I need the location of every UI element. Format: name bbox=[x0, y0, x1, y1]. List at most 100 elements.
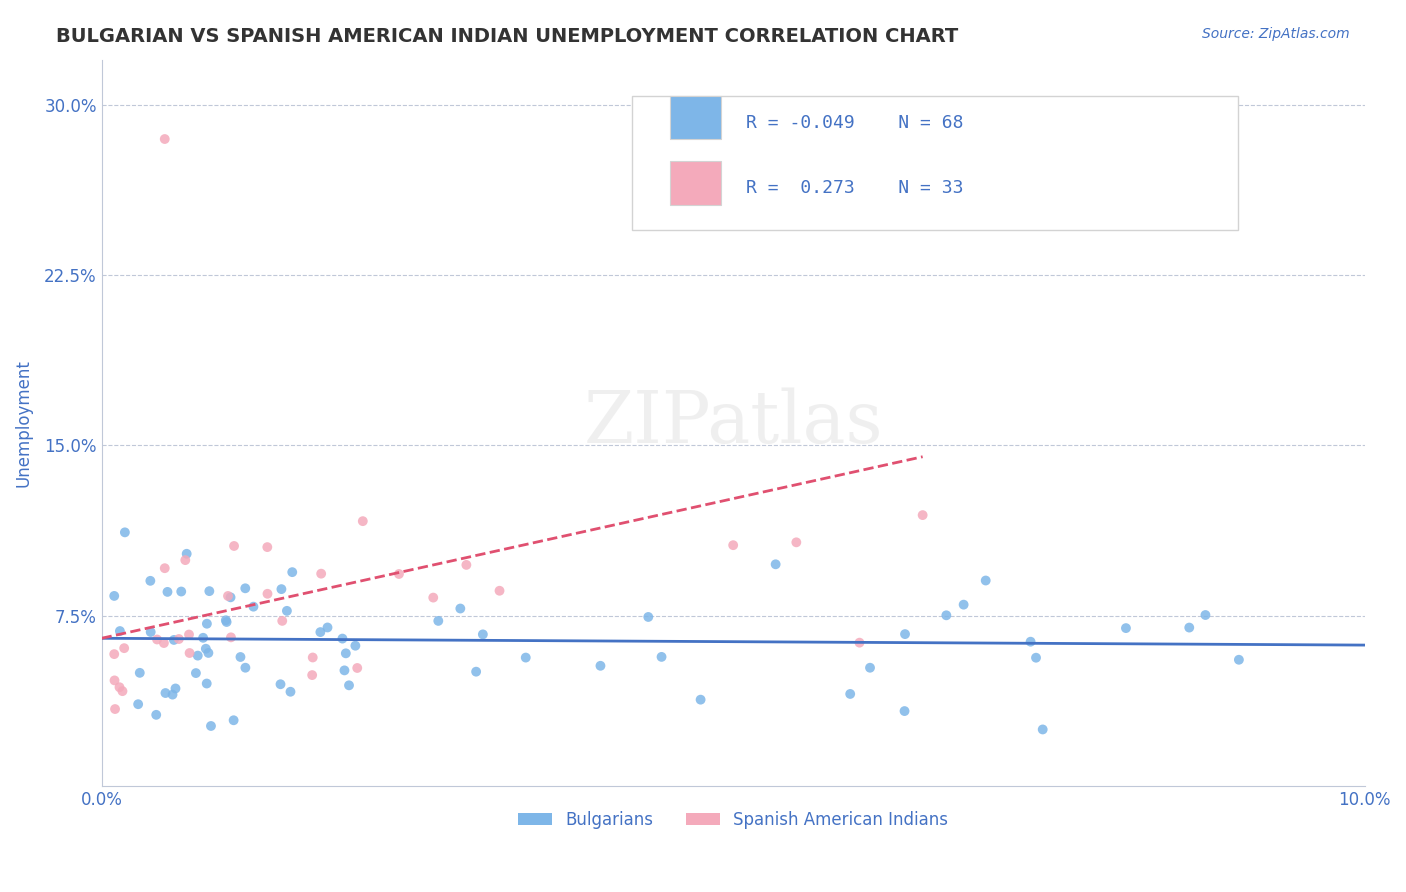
Point bbox=[139, 574, 162, 588]
Point bbox=[952, 598, 974, 612]
Point bbox=[346, 661, 368, 675]
Point bbox=[637, 610, 659, 624]
Point bbox=[156, 585, 179, 599]
Point bbox=[332, 632, 354, 646]
Point bbox=[146, 632, 169, 647]
Point bbox=[170, 584, 193, 599]
Point bbox=[103, 647, 125, 661]
Point bbox=[309, 566, 332, 581]
Point bbox=[195, 616, 218, 631]
Point bbox=[280, 684, 302, 698]
Point bbox=[177, 627, 200, 641]
Point bbox=[651, 649, 673, 664]
Point bbox=[103, 673, 125, 688]
Point bbox=[974, 574, 997, 588]
Point bbox=[1227, 653, 1250, 667]
Point bbox=[200, 719, 222, 733]
Point bbox=[187, 648, 209, 663]
Point bbox=[162, 688, 184, 702]
Point bbox=[301, 668, 323, 682]
Point bbox=[309, 625, 332, 640]
Point bbox=[198, 584, 221, 599]
Point bbox=[465, 665, 488, 679]
Text: BULGARIAN VS SPANISH AMERICAN INDIAN UNEMPLOYMENT CORRELATION CHART: BULGARIAN VS SPANISH AMERICAN INDIAN UNE… bbox=[56, 27, 959, 45]
Point bbox=[153, 636, 176, 650]
Point bbox=[127, 697, 149, 711]
Point bbox=[893, 704, 915, 718]
Point bbox=[456, 558, 478, 572]
Point bbox=[163, 632, 186, 647]
Point bbox=[1194, 607, 1216, 622]
Bar bbox=[671, 96, 720, 139]
Point bbox=[449, 601, 471, 615]
Point bbox=[108, 624, 131, 638]
Point bbox=[765, 558, 787, 572]
Point bbox=[276, 604, 298, 618]
Point bbox=[256, 540, 278, 554]
Point bbox=[179, 646, 201, 660]
Point bbox=[471, 627, 494, 641]
Point bbox=[337, 678, 360, 692]
Point bbox=[184, 666, 207, 681]
Point bbox=[229, 650, 252, 665]
Bar bbox=[671, 161, 720, 205]
Point bbox=[1032, 723, 1054, 737]
Point bbox=[894, 627, 917, 641]
Text: Source: ZipAtlas.com: Source: ZipAtlas.com bbox=[1202, 27, 1350, 41]
Point bbox=[270, 582, 292, 596]
Point bbox=[335, 646, 357, 660]
Point bbox=[721, 538, 744, 552]
Point bbox=[427, 614, 450, 628]
Point bbox=[935, 608, 957, 623]
Point bbox=[785, 535, 807, 549]
Point bbox=[197, 646, 219, 660]
Point bbox=[128, 665, 150, 680]
Point bbox=[219, 591, 242, 605]
Point bbox=[167, 632, 190, 646]
Point bbox=[256, 587, 278, 601]
Point bbox=[422, 591, 444, 605]
Point bbox=[104, 702, 127, 716]
Point bbox=[1178, 621, 1201, 635]
Point bbox=[839, 687, 862, 701]
Point bbox=[848, 635, 870, 649]
Point bbox=[215, 613, 238, 627]
Legend: Bulgarians, Spanish American Indians: Bulgarians, Spanish American Indians bbox=[512, 805, 955, 836]
Point bbox=[1025, 650, 1047, 665]
Point bbox=[333, 664, 356, 678]
Point bbox=[222, 713, 245, 727]
Point bbox=[145, 707, 167, 722]
Point bbox=[195, 676, 218, 690]
Point bbox=[388, 566, 411, 581]
Point bbox=[176, 547, 198, 561]
Point bbox=[108, 680, 131, 694]
Point bbox=[271, 614, 294, 628]
Point bbox=[191, 631, 214, 645]
Y-axis label: Unemployment: Unemployment bbox=[15, 359, 32, 487]
Point bbox=[316, 620, 339, 634]
Point bbox=[103, 589, 125, 603]
Point bbox=[270, 677, 292, 691]
Point bbox=[589, 658, 612, 673]
Point bbox=[112, 641, 135, 656]
Point bbox=[1115, 621, 1137, 635]
Point bbox=[215, 615, 238, 629]
Point bbox=[515, 650, 537, 665]
Point bbox=[1019, 634, 1042, 648]
Point bbox=[111, 684, 134, 698]
Point bbox=[344, 639, 367, 653]
Point bbox=[165, 681, 187, 696]
Point bbox=[859, 661, 882, 675]
Point bbox=[242, 599, 264, 614]
Point bbox=[155, 686, 177, 700]
Point bbox=[194, 641, 217, 656]
Point bbox=[352, 514, 374, 528]
Point bbox=[219, 631, 242, 645]
Point bbox=[217, 589, 239, 603]
Text: R =  0.273    N = 33: R = 0.273 N = 33 bbox=[745, 179, 963, 197]
FancyBboxPatch shape bbox=[633, 96, 1239, 230]
Text: ZIPatlas: ZIPatlas bbox=[583, 387, 883, 458]
Point bbox=[281, 565, 304, 579]
Point bbox=[301, 650, 323, 665]
Point bbox=[174, 553, 197, 567]
